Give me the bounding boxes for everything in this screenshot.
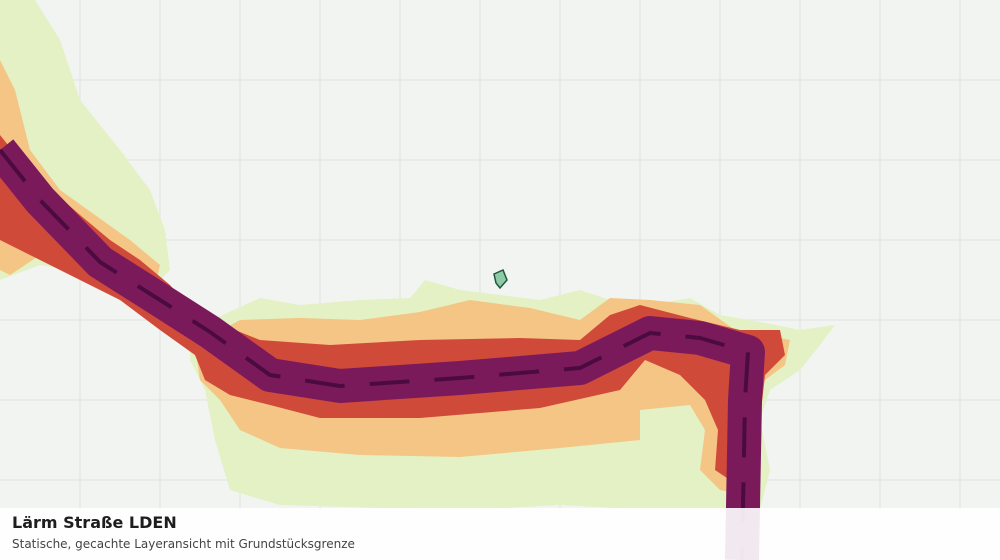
layer-subtitle: Statische, gecachte Layeransicht mit Gru… <box>12 537 355 551</box>
layer-title: Lärm Straße LDEN <box>12 513 177 532</box>
noise-zone-high <box>0 135 785 480</box>
info-panel <box>0 508 1000 560</box>
parcel-boundary[interactable] <box>493 268 508 290</box>
road-noise-core <box>0 148 750 560</box>
noise-area <box>0 135 785 480</box>
